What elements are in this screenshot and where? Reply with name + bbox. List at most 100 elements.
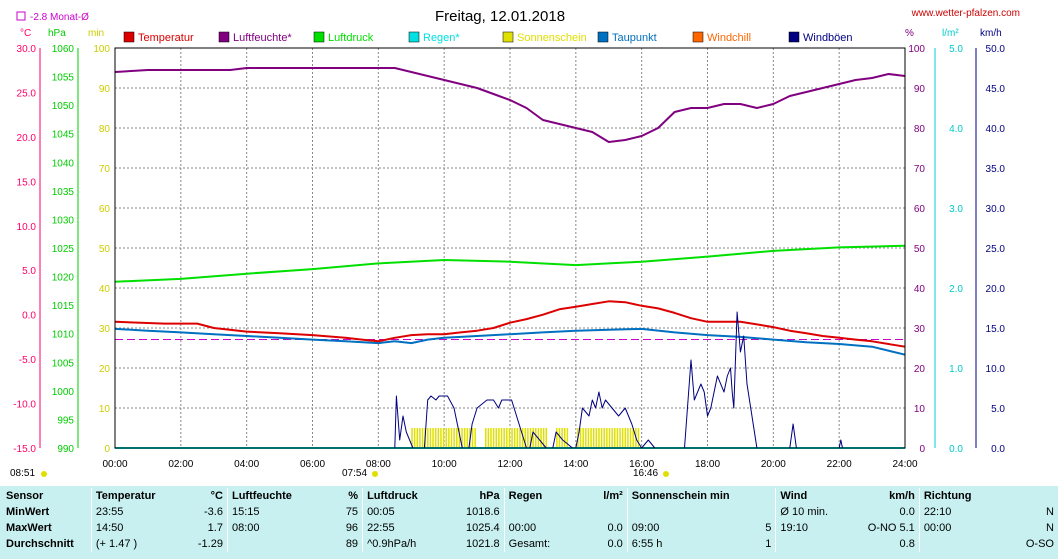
temp-tick-label: 20.0 bbox=[17, 133, 37, 144]
stats-cell: -3.6 bbox=[204, 506, 223, 518]
sunshine-bar bbox=[474, 428, 476, 448]
sunshine-bar bbox=[458, 428, 461, 448]
temp-tick-label: 30.0 bbox=[17, 44, 37, 55]
legend-swatch bbox=[692, 31, 704, 43]
sunshine-bar bbox=[434, 428, 437, 448]
series-line-luftfeuchte bbox=[114, 67, 906, 143]
stats-cell: 09:00 bbox=[626, 520, 740, 536]
rain-tick-label: 3.0 bbox=[949, 204, 963, 215]
minutes-tick-label: 20 bbox=[99, 364, 111, 375]
sunshine-bar bbox=[624, 428, 627, 448]
sunshine-bar bbox=[413, 428, 416, 448]
stats-cell: 22:10 bbox=[918, 504, 1021, 520]
stats-cell: 23:55 bbox=[90, 504, 190, 520]
sunshine-bar bbox=[545, 428, 548, 448]
legend-label: Temperatur bbox=[138, 32, 194, 44]
pressure-tick-label: 1000 bbox=[52, 387, 75, 398]
plot-frame bbox=[114, 47, 906, 449]
sunshine-bar bbox=[500, 428, 503, 448]
sunshine-bar bbox=[513, 428, 516, 448]
stats-cell: Richtung bbox=[918, 488, 1021, 504]
legend-swatch bbox=[123, 31, 135, 43]
sunshine-bar bbox=[511, 428, 513, 448]
humidity-tick-label: 60 bbox=[914, 204, 926, 215]
sunshine-bar bbox=[611, 428, 613, 448]
temp-tick-label: 10.0 bbox=[17, 222, 37, 233]
sunshine-bar bbox=[524, 428, 526, 448]
sunshine-bar bbox=[629, 428, 632, 448]
humidity-tick-label: 50 bbox=[914, 244, 926, 255]
stats-cell: 15:15 bbox=[226, 504, 326, 520]
stats-cell: Gesamt: bbox=[503, 536, 590, 552]
minutes-tick-label: 30 bbox=[99, 324, 111, 335]
sunshine-bar bbox=[558, 428, 561, 448]
pressure-tick-label: 1010 bbox=[52, 330, 75, 341]
humidity-unit: % bbox=[905, 28, 914, 39]
stats-cell: hPa bbox=[479, 490, 500, 502]
sunshine-bar bbox=[484, 428, 487, 448]
temp-tick-label: 15.0 bbox=[17, 177, 37, 188]
humidity-tick-label: 70 bbox=[914, 164, 926, 175]
stats-cell: 14:50 bbox=[90, 520, 190, 536]
site-link[interactable]: www.wetter-pfalzen.com bbox=[911, 8, 1020, 19]
stats-cell: 1.7 bbox=[207, 522, 223, 534]
series-line-temperatur bbox=[114, 300, 906, 348]
legend-swatch bbox=[597, 31, 609, 43]
sunshine-bar bbox=[540, 428, 542, 448]
stats-cell: 1018.6 bbox=[465, 506, 500, 518]
series-line-windböen bbox=[115, 311, 905, 449]
stats-cell: O-SO bbox=[1025, 538, 1054, 550]
wind-tick-label: 25.0 bbox=[986, 244, 1006, 255]
minutes-tick-label: 60 bbox=[99, 204, 111, 215]
stats-cell: 0.8 bbox=[899, 538, 915, 550]
sunshine-bar bbox=[637, 428, 640, 448]
sunshine-bar bbox=[556, 428, 558, 448]
pressure-tick-label: 990 bbox=[57, 444, 74, 455]
minutes-unit: min bbox=[88, 28, 104, 39]
sunrise-ref-label: 08:51 bbox=[10, 468, 35, 479]
rain-tick-label: 2.0 bbox=[949, 284, 963, 295]
sunshine-bar bbox=[495, 428, 498, 448]
sunshine-bar bbox=[606, 428, 608, 448]
sunshine-bar bbox=[579, 428, 582, 448]
sunset-icon bbox=[663, 471, 669, 477]
stats-cell: N bbox=[1046, 506, 1054, 518]
rain-unit: l/m² bbox=[942, 28, 959, 39]
sunshine-bar bbox=[471, 428, 474, 448]
stats-cell: 89 bbox=[345, 538, 359, 550]
stats-cell: MinWert bbox=[6, 506, 50, 518]
sunshine-bar bbox=[627, 428, 629, 448]
stats-cell: Wind bbox=[775, 488, 864, 504]
wind-tick-label: 0.0 bbox=[991, 444, 1005, 455]
time-tick-label: 22:00 bbox=[827, 459, 852, 470]
wind-tick-label: 50.0 bbox=[986, 44, 1006, 55]
sunshine-bar bbox=[621, 428, 624, 448]
weather-chart: 00:00 02:00 04:00 06:00 08:00 10:00 12:00 14:00… bbox=[10, 8, 1020, 479]
minutes-tick-label: 70 bbox=[99, 164, 111, 175]
sunshine-bar bbox=[429, 428, 432, 448]
temp-tick-label: -5.0 bbox=[19, 355, 37, 366]
stats-cell: O-NO 5.1 bbox=[867, 522, 915, 534]
stats-cell: -1.29 bbox=[197, 538, 223, 550]
stats-cell: N bbox=[1046, 522, 1054, 534]
temp-tick-label: -15.0 bbox=[13, 444, 36, 455]
temp-tick-label: 0.0 bbox=[22, 311, 36, 322]
wind-tick-label: 5.0 bbox=[991, 404, 1005, 415]
sunshine-bar bbox=[442, 428, 445, 448]
pressure-tick-label: 1025 bbox=[52, 244, 75, 255]
temp-tick-label: 5.0 bbox=[22, 266, 36, 277]
sunshine-bar bbox=[450, 428, 453, 448]
legend-label: Luftdruck bbox=[328, 32, 374, 44]
sunshine-bar bbox=[448, 428, 450, 448]
statistics-table: Sensor Temperatur °C Luftfeuchte% Luftdruck h… bbox=[2, 488, 1058, 552]
sunshine-bar bbox=[616, 428, 619, 448]
sunshine-bar bbox=[492, 428, 495, 448]
sunshine-bar bbox=[461, 428, 463, 448]
sunshine-bar bbox=[582, 428, 584, 448]
sunshine-bar bbox=[440, 428, 442, 448]
time-tick-label: 04:00 bbox=[234, 459, 259, 470]
stats-cell: °C bbox=[210, 490, 223, 502]
minutes-tick-label: 80 bbox=[99, 124, 111, 135]
rain-tick-label: 1.0 bbox=[949, 364, 963, 375]
stats-cell: 19:10 bbox=[775, 520, 864, 536]
